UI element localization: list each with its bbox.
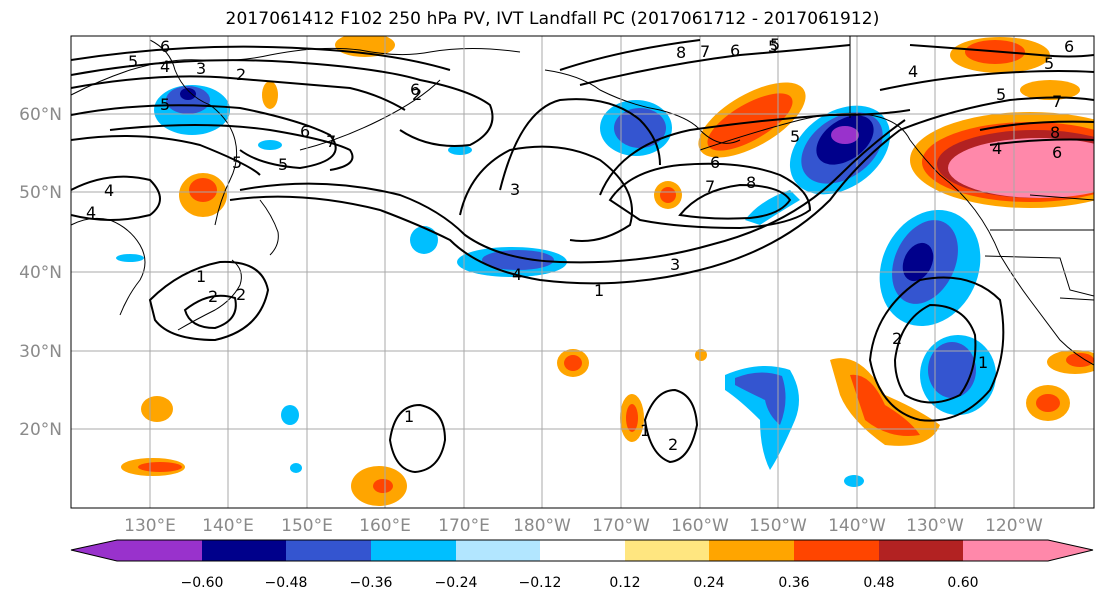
colorbar-tick-label: −0.48 [265, 575, 308, 591]
contour-label: 4 [908, 62, 918, 81]
lon-label: 130°E [124, 516, 176, 536]
lon-label: 150°E [281, 516, 333, 536]
map-frame [70, 35, 1095, 509]
contour-label: 5 [770, 35, 780, 54]
gridlines [71, 36, 1094, 508]
contour-label: 7 [1052, 92, 1062, 111]
colorbar: −0.60 −0.48 −0.36 −0.24 −0.12 0.12 0.24 … [70, 539, 1094, 591]
contour-label: 4 [512, 265, 522, 284]
lat-label: 60°N [19, 105, 62, 125]
lon-label: 170°W [592, 516, 650, 536]
contour-label: 7 [326, 132, 336, 151]
lon-label: 140°E [202, 516, 254, 536]
colorbar-outline [70, 539, 1094, 562]
contour-label: 8 [1050, 123, 1060, 142]
colorbar-tick-label: 0.12 [609, 575, 640, 591]
contour-label: 5 [1044, 54, 1054, 73]
contour-label: 2 [668, 435, 678, 454]
colorbar-segment [540, 540, 625, 561]
lon-label: 150°W [749, 516, 807, 536]
colorbar-tick-label: −0.36 [350, 575, 393, 591]
lon-label: 140°W [828, 516, 886, 536]
colorbar-tick-label: −0.60 [181, 575, 224, 591]
colorbar-tick-label: 0.24 [693, 575, 724, 591]
contour-label: 7 [705, 177, 715, 196]
contour-label: 6 [160, 37, 170, 56]
contour-label: 1 [196, 267, 206, 286]
contour-label: 6 [1052, 143, 1062, 162]
lat-label: 30°N [19, 342, 62, 362]
contour-label: 1 [404, 407, 414, 426]
colorbar-segment [709, 540, 794, 561]
contour-label: 4 [86, 203, 96, 222]
contour-label: 5 [790, 127, 800, 146]
contour-label: 1 [594, 281, 604, 300]
colorbar-segment [625, 540, 709, 561]
contour-label: 5 [996, 85, 1006, 104]
map-panel: 6 5 4 3 2 8 7 6 5 6 5 4 3 2 6 7 5 5 4 3 … [71, 35, 1094, 508]
contour-label: 1 [978, 353, 988, 372]
contour-label: 6 [730, 41, 740, 60]
latitude-labels: 60°N 50°N 40°N 30°N 20°N [19, 105, 62, 440]
colorbar-segment [963, 540, 1048, 561]
contour-label: 5 [278, 155, 288, 174]
contour-label: 1 [640, 421, 650, 440]
colorbar-segment [286, 540, 371, 561]
lat-label: 20°N [19, 420, 62, 440]
pv-contours [71, 39, 1094, 474]
colorbar-segment [456, 540, 540, 561]
lon-label: 180°W [513, 516, 571, 536]
colorbar-segment [117, 540, 202, 561]
lat-label: 40°N [19, 263, 62, 283]
contour-label: 5 [160, 95, 170, 114]
contour-label: 5 [232, 153, 242, 172]
lon-label: 120°W [985, 516, 1043, 536]
longitude-labels: 130°E 140°E 150°E 160°E 170°E 180°W 170°… [124, 516, 1043, 536]
colorbar-tick-label: 0.36 [778, 575, 809, 591]
colorbar-segment [371, 540, 456, 561]
contour-label: 7 [700, 42, 710, 61]
colorbar-tick-label: 0.48 [863, 575, 894, 591]
contour-label: 6 [300, 122, 310, 141]
lon-label: 160°W [671, 516, 729, 536]
lon-label: 130°W [906, 516, 964, 536]
contour-label: 8 [676, 43, 686, 62]
colorbar-segment [794, 540, 879, 561]
contour-label: 8 [746, 173, 756, 192]
contour-label: 2 [236, 65, 246, 84]
contour-label: 4 [992, 139, 1002, 158]
contour-label: 6 [710, 153, 720, 172]
contour-label: 5 [128, 52, 138, 71]
contour-label: 6 [1064, 37, 1074, 56]
contour-label: 2 [236, 285, 246, 304]
colorbar-segment [1048, 540, 1093, 561]
colorbar-segment [202, 540, 286, 561]
colorbar-segment [71, 540, 117, 561]
colorbar-tick-label: −0.24 [435, 575, 478, 591]
contour-label: 4 [104, 181, 114, 200]
lon-label: 170°E [438, 516, 490, 536]
contour-label: 2 [892, 329, 902, 348]
colorbar-tick-label: 0.60 [947, 575, 978, 591]
contour-label: 3 [510, 180, 520, 199]
contour-label: 6 [410, 80, 420, 99]
contour-label: 5 [768, 37, 778, 56]
lon-label: 160°E [359, 516, 411, 536]
contour-label: 4 [160, 57, 170, 76]
colorbar-segment [879, 540, 963, 561]
contour-labels: 6 5 4 3 2 8 7 6 5 6 5 4 3 2 6 7 5 5 4 3 … [86, 35, 1074, 454]
contour-label: 2 [412, 85, 422, 104]
contour-label: 3 [670, 255, 680, 274]
contour-label: 2 [208, 287, 218, 306]
figure-title: 2017061412 F102 250 hPa PV, IVT Landfall… [225, 9, 880, 29]
shaded-anomaly-field [116, 36, 1094, 506]
contour-label: 3 [196, 59, 206, 78]
lat-label: 50°N [19, 183, 62, 203]
colorbar-tick-label: −0.12 [519, 575, 562, 591]
